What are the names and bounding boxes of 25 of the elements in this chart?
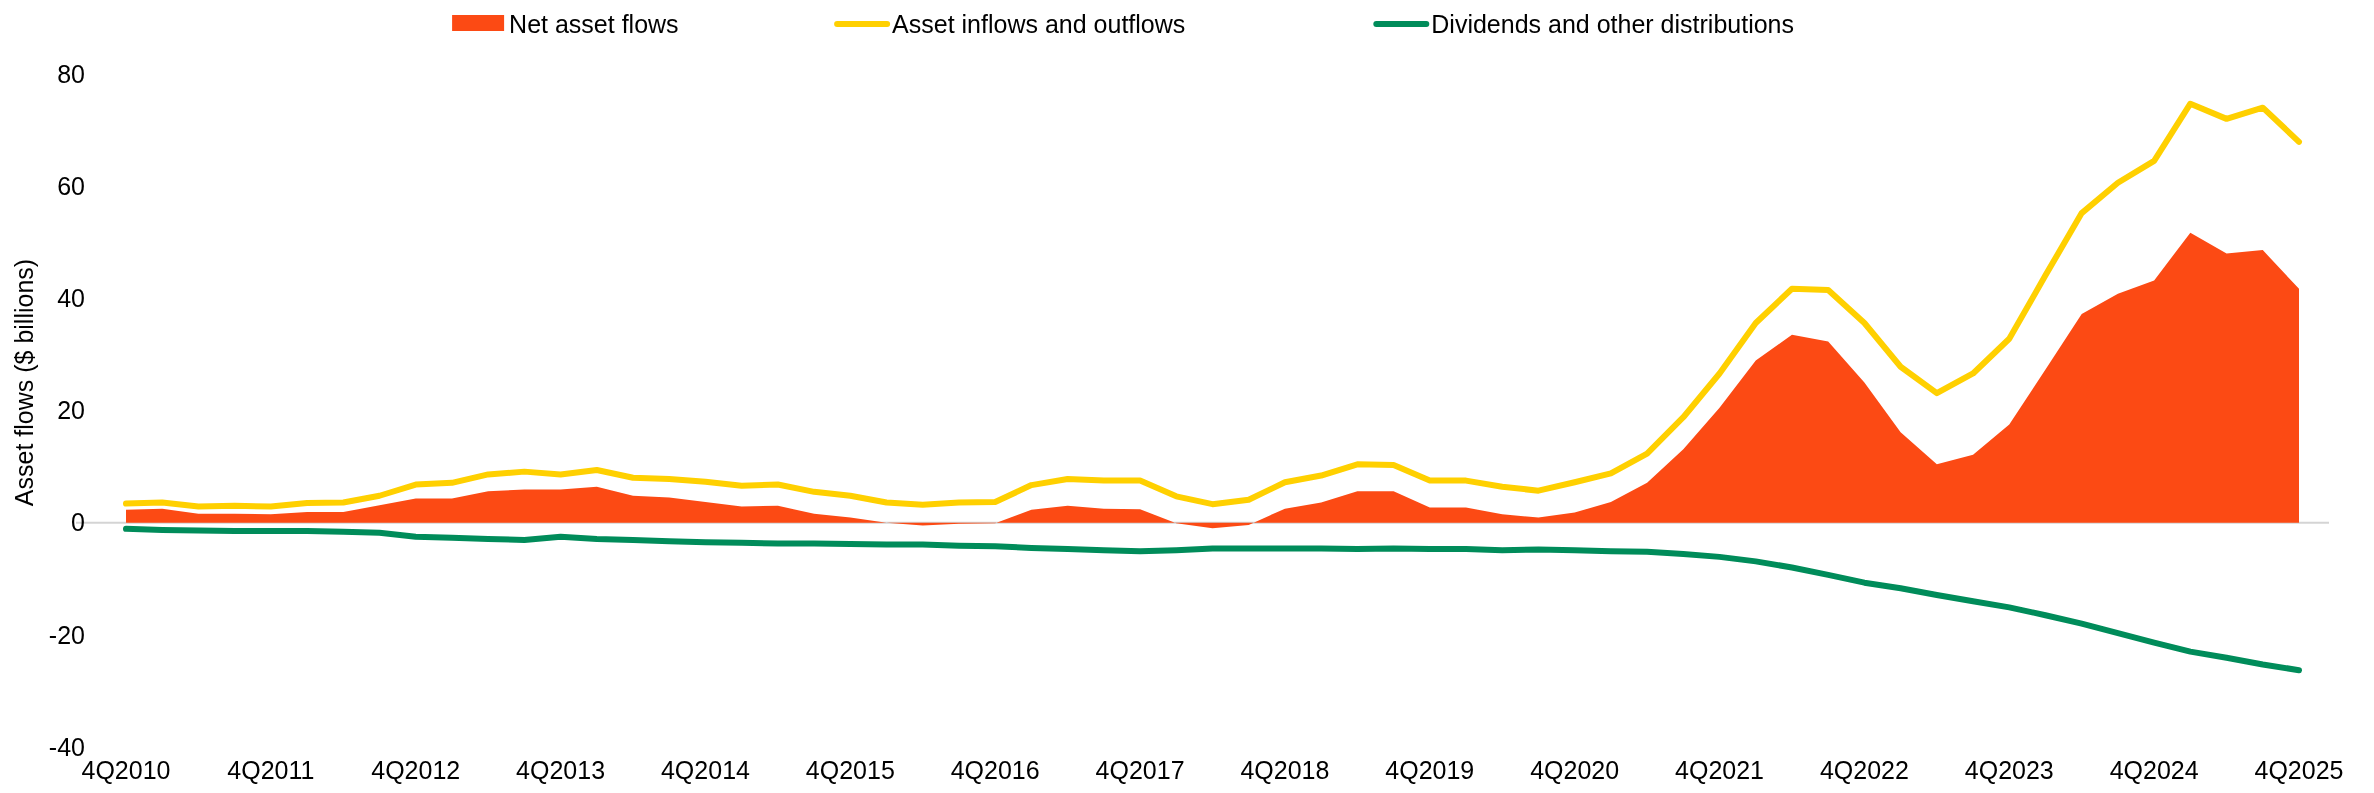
x-tick-label: 4Q2011: [227, 756, 315, 784]
y-tick-label: 20: [57, 396, 85, 425]
y-tick-label: 80: [57, 59, 85, 88]
x-tick-label: 4Q2018: [1240, 756, 1330, 784]
x-tick-label: 4Q2023: [1964, 756, 2054, 784]
y-tick-label: -20: [48, 620, 85, 649]
x-tick-label: 4Q2015: [805, 756, 895, 784]
x-tick-label: 4Q2016: [950, 756, 1040, 784]
y-axis-title: Asset flows ($ billions): [10, 258, 38, 507]
x-tick-label: 4Q2019: [1385, 756, 1475, 784]
legend-label: Dividends and other distributions: [1431, 9, 1795, 38]
x-tick-label: 4Q2022: [1819, 756, 1909, 784]
x-tick-label: 4Q2024: [2109, 756, 2199, 784]
x-tick-label: 4Q2021: [1675, 756, 1765, 784]
x-tick-label: 4Q2020: [1530, 756, 1620, 784]
x-tick-label: 4Q2014: [660, 756, 751, 784]
x-tick-label: 4Q2013: [516, 756, 606, 784]
x-tick-label: 4Q2017: [1095, 756, 1185, 784]
y-tick-label: 60: [57, 171, 85, 200]
legend-label: Net asset flows: [509, 9, 679, 38]
y-tick-label: 0: [71, 508, 85, 537]
legend-label: Asset inflows and outflows: [892, 9, 1186, 38]
x-tick-label: 4Q2025: [2254, 756, 2344, 784]
y-tick-label: 40: [57, 284, 85, 313]
x-tick-label: 4Q2012: [371, 756, 461, 784]
